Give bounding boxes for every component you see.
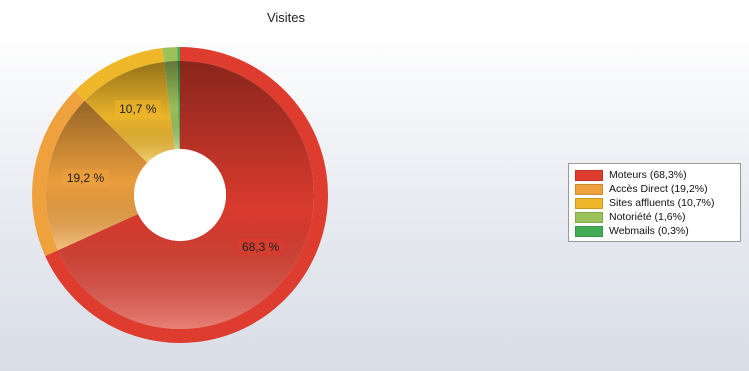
legend-item-notoriete[interactable]: Notoriété (1,6%) (575, 210, 735, 224)
legend-swatch (575, 169, 603, 181)
slice-rim-notoriete (162, 47, 178, 62)
slice-shading-webmails (177, 61, 180, 150)
donut-hole (134, 149, 226, 241)
legend-item-webmails[interactable]: Webmails (0,3%) (575, 224, 735, 238)
legend-label: Webmails (0,3%) (609, 225, 689, 237)
data-label-box (237, 238, 284, 256)
data-label-text: 10,7 % (119, 102, 157, 116)
legend-item-moteurs[interactable]: Moteurs (68,3%) (575, 168, 735, 182)
chart-title: Visites (266, 10, 306, 25)
legend-label: Sites affluents (10,7%) (609, 197, 715, 209)
data-label-text: 68,3 % (242, 240, 280, 254)
data-label-sites-affluents: 10,7 % (114, 100, 161, 118)
data-label-acces-direct: 19,2 % (62, 169, 109, 187)
slice-rim-webmails (177, 47, 180, 62)
legend-item-acces-direct[interactable]: Accès Direct (19,2%) (575, 182, 735, 196)
legend-swatch (575, 225, 603, 237)
data-label-box (62, 169, 109, 187)
legend-label: Notoriété (1,6%) (609, 211, 686, 223)
legend-swatch (575, 211, 603, 223)
slice-rim-sites-affluents (74, 48, 165, 101)
slice-shading-moteurs (57, 61, 314, 329)
legend-swatch (575, 197, 603, 209)
legend-label: Accès Direct (19,2%) (609, 183, 708, 195)
data-label-moteurs: 68,3 % (237, 238, 284, 256)
data-label-text: 19,2 % (67, 171, 105, 185)
legend-label: Moteurs (68,3%) (609, 169, 687, 181)
legend-swatch (575, 183, 603, 195)
data-label-box (114, 100, 161, 118)
legend-item-sites-affluents[interactable]: Sites affluents (10,7%) (575, 196, 735, 210)
slice-rim-acces-direct (32, 90, 85, 257)
chart-legend: Moteurs (68,3%) Accès Direct (19,2%) Sites… (568, 163, 741, 242)
slice-shading-notoriete (164, 61, 180, 150)
